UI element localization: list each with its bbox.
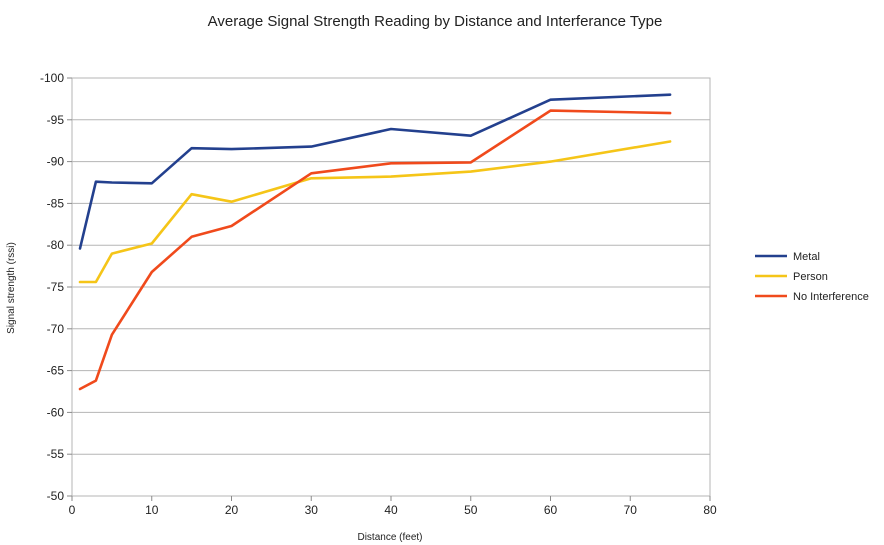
legend-label: Metal [793, 251, 820, 263]
x-tick-label: 30 [305, 503, 319, 517]
chart-title: Average Signal Strength Reading by Dista… [208, 13, 663, 30]
x-tick-label: 70 [624, 503, 638, 517]
legend: Metal Person No Interference [755, 251, 869, 303]
y-tick-label: -95 [47, 113, 65, 127]
x-axis-label: Distance (feet) [357, 532, 422, 543]
y-tick-label: -75 [47, 280, 65, 294]
series-line-no-interference [78, 109, 672, 391]
y-tick-label: -80 [47, 238, 65, 252]
x-tick-label: 0 [69, 503, 76, 517]
y-tick-label: -85 [47, 196, 65, 210]
legend-label: No Interference [793, 291, 869, 303]
series-lines [78, 93, 672, 391]
x-tick-label: 60 [544, 503, 558, 517]
y-tick-label: -65 [47, 364, 65, 378]
x-tick-label: 10 [145, 503, 159, 517]
y-tick-labels: -100 -95 -90 -85 -80 -75 -70 -65 -60 -55 -50 [40, 71, 64, 503]
gridlines [72, 77, 710, 497]
y-tick-label: -100 [40, 71, 64, 85]
legend-label: Person [793, 271, 828, 283]
y-tick-label: -70 [47, 322, 65, 336]
y-axis-label: Signal strength (rssi) [6, 242, 17, 334]
series-line-person [78, 140, 672, 284]
x-tick-label: 40 [384, 503, 398, 517]
y-tick-label: -55 [47, 447, 65, 461]
y-tick-label: -50 [47, 489, 65, 503]
series-line-metal [78, 93, 672, 250]
x-tick-label: 50 [464, 503, 478, 517]
y-tick-label: -90 [47, 155, 65, 169]
x-tick-label: 80 [703, 503, 717, 517]
axes [67, 77, 711, 501]
x-tick-label: 20 [225, 503, 239, 517]
y-tick-label: -60 [47, 405, 65, 419]
x-tick-labels: 0 10 20 30 40 50 60 70 80 [69, 503, 717, 517]
